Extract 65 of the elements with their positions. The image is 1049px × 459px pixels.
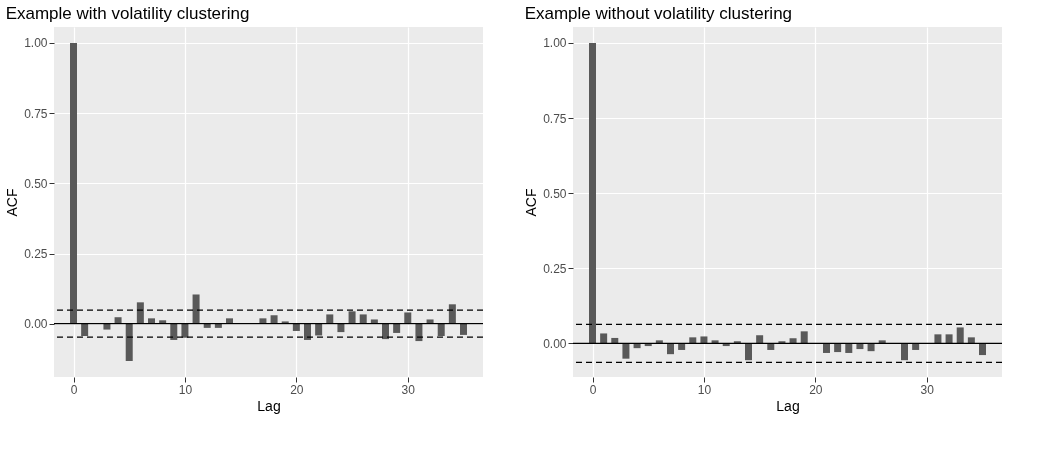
y-axis-title: ACF: [523, 188, 540, 217]
x-tick-label: 0: [70, 382, 78, 397]
bar: [448, 304, 456, 324]
chart-title: Example with volatility clustering: [5, 4, 250, 23]
bar: [170, 323, 178, 340]
x-axis-title: Lag: [257, 397, 281, 414]
bar: [292, 323, 300, 331]
bar: [967, 337, 975, 344]
x-tick-label: 10: [697, 382, 712, 397]
bar: [667, 343, 674, 355]
bar: [600, 333, 608, 344]
bar: [800, 331, 808, 344]
bar: [125, 323, 133, 361]
bar: [745, 343, 752, 361]
bar: [689, 337, 697, 344]
bar: [611, 337, 619, 344]
y-tick-label: 0.75: [543, 111, 567, 126]
x-axis-title: Lag: [776, 397, 800, 414]
bar: [979, 343, 986, 356]
y-tick-label: 0.00: [543, 336, 567, 351]
bar: [181, 323, 189, 338]
bar: [136, 302, 144, 324]
y-tick-label: 1.00: [24, 36, 48, 51]
bar: [945, 334, 953, 344]
y-axis-title: ACF: [4, 188, 21, 217]
bar: [337, 323, 345, 333]
bar: [81, 323, 89, 337]
bar: [934, 334, 942, 344]
bar: [192, 294, 200, 324]
bar: [315, 323, 323, 336]
bar: [214, 323, 222, 328]
bar: [956, 327, 964, 344]
bar: [304, 323, 311, 340]
bar: [70, 43, 77, 324]
chart-title: Example without volatility clustering: [524, 4, 793, 23]
bar: [460, 323, 467, 335]
bar: [437, 323, 445, 337]
bar: [878, 340, 886, 344]
bar: [756, 335, 764, 344]
x-tick-label: 10: [178, 382, 193, 397]
bar: [203, 323, 211, 328]
x-tick-label: 20: [809, 382, 823, 397]
bar: [103, 323, 111, 330]
y-tick-label: 0.25: [24, 247, 48, 261]
y-tick-label: 0.00: [24, 317, 48, 332]
x-tick-label: 30: [401, 382, 416, 397]
bar: [393, 323, 401, 333]
x-tick-label: 0: [589, 382, 597, 397]
bar: [789, 338, 797, 344]
bar: [404, 312, 412, 324]
y-tick-label: 0.50: [24, 176, 48, 191]
bar: [901, 343, 908, 361]
y-tick-label: 0.25: [543, 261, 567, 276]
bar: [589, 42, 596, 344]
bar: [622, 343, 630, 359]
y-tick-label: 1.00: [543, 36, 567, 51]
bar: [348, 311, 356, 324]
x-tick-label: 20: [290, 382, 304, 397]
x-tick-label: 30: [920, 382, 935, 397]
y-tick-label: 0.50: [543, 186, 567, 201]
bar: [700, 336, 708, 344]
bar: [382, 323, 389, 340]
bar: [655, 340, 663, 344]
bar: [711, 340, 719, 344]
y-tick-label: 0.75: [24, 106, 48, 121]
